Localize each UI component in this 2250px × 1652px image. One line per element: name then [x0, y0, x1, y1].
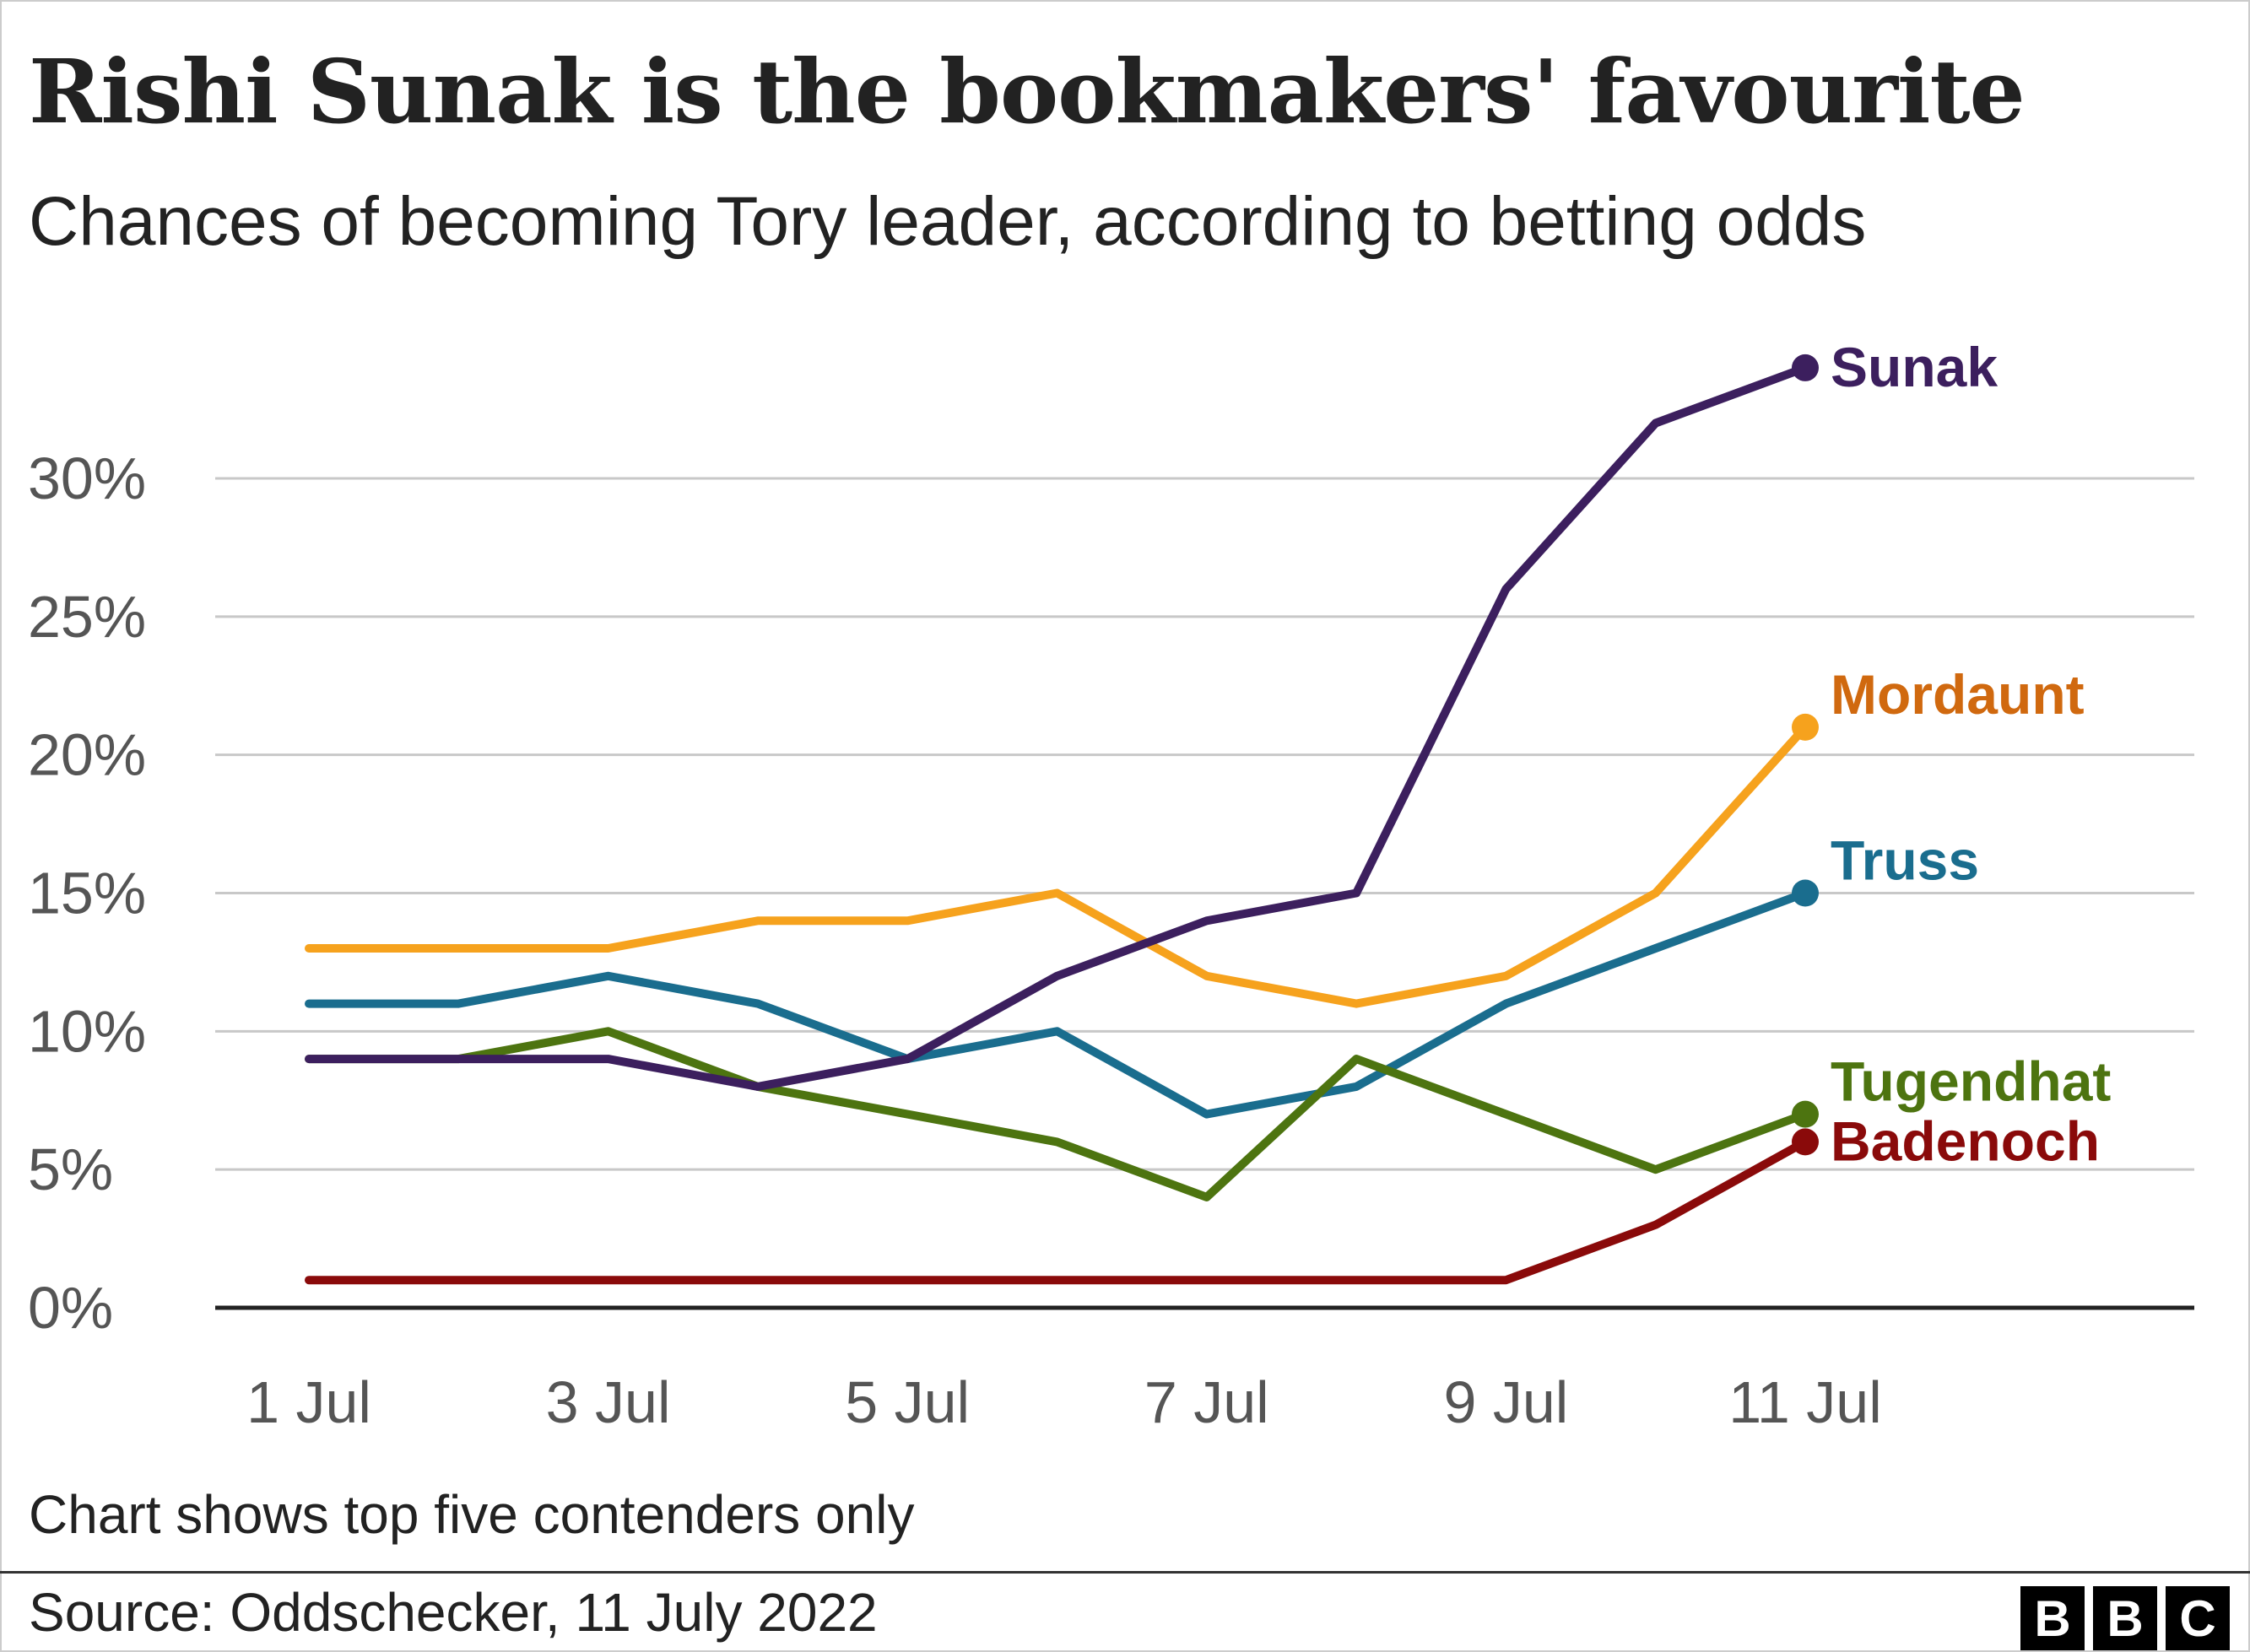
series-line-sunak — [305, 363, 1809, 1091]
y-tick-label: 15% — [28, 861, 146, 926]
series-endpoint-sunak — [1792, 354, 1819, 381]
x-tick-label: 1 Jul — [246, 1369, 371, 1434]
source-text: Source: Oddschecker, 11 July 2022 — [29, 1582, 878, 1643]
series-line-badenoch — [305, 1137, 1809, 1285]
x-tick-label: 7 Jul — [1144, 1369, 1269, 1434]
y-tick-label: 5% — [28, 1136, 113, 1202]
series-line-truss — [305, 888, 1809, 1119]
series-lines — [305, 354, 1819, 1285]
bbc-logo-letter: C — [2166, 1586, 2230, 1650]
gridlines — [215, 477, 2194, 1310]
bbc-logo-letter: B — [2020, 1586, 2085, 1650]
series-endpoint-badenoch — [1792, 1128, 1819, 1156]
line-chart: 0% 5% 10% 15% 20% 25% 30% 1 Jul 3 Jul 5 Jul 7 Jul… — [28, 336, 2194, 1434]
series-label-tugendhat: Tugendhat — [1831, 1050, 2111, 1113]
series-line-tugendhat — [305, 1027, 1809, 1201]
footer-divider — [0, 1571, 2250, 1574]
series-endpoint-truss — [1792, 879, 1819, 907]
x-axis-tick-labels: 1 Jul 3 Jul 5 Jul 7 Jul 9 Jul 11 Jul — [246, 1369, 1882, 1434]
chart-note: Chart shows top five contenders only — [29, 1484, 915, 1545]
series-label-mordaunt: Mordaunt — [1831, 663, 2085, 726]
series-line-mordaunt — [305, 722, 1809, 1008]
x-tick-label: 5 Jul — [845, 1369, 970, 1434]
x-tick-label: 11 Jul — [1728, 1369, 1882, 1434]
series-endpoint-mordaunt — [1792, 713, 1819, 741]
series-label-badenoch: Badenoch — [1831, 1109, 2100, 1172]
y-tick-label: 10% — [28, 998, 146, 1064]
x-tick-label: 9 Jul — [1443, 1369, 1568, 1434]
chart-title: Rishi Sunak is the bookmakers' favourite — [29, 40, 2026, 143]
x-tick-label: 3 Jul — [546, 1369, 671, 1434]
series-label-sunak: Sunak — [1831, 336, 1998, 398]
y-tick-label: 30% — [28, 445, 146, 511]
bbc-logo: B B C — [2020, 1586, 2230, 1650]
y-tick-label: 20% — [28, 722, 146, 788]
series-label-truss: Truss — [1831, 829, 1979, 892]
chart-subtitle: Chances of becoming Tory leader, accordi… — [29, 183, 1867, 260]
y-tick-label: 0% — [28, 1275, 113, 1341]
bbc-logo-letter: B — [2093, 1586, 2157, 1650]
y-tick-label: 25% — [28, 584, 146, 650]
y-axis-tick-labels: 0% 5% 10% 15% 20% 25% 30% — [28, 445, 146, 1341]
series-endpoint-tugendhat — [1792, 1100, 1819, 1128]
